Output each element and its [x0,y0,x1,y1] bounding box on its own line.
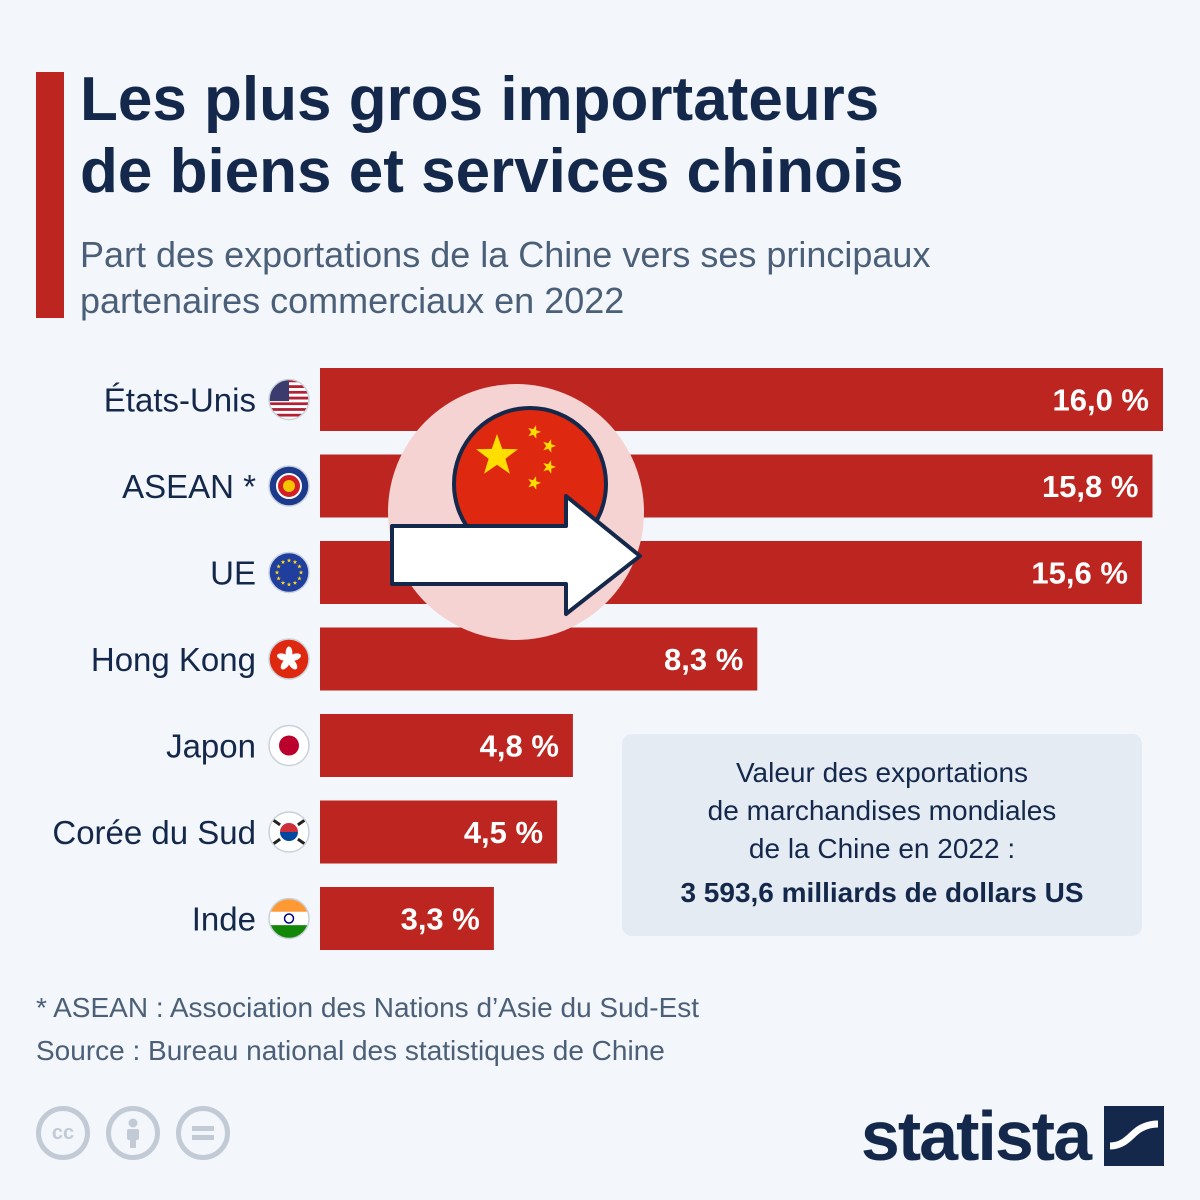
logo-text: statista [860,1097,1092,1175]
hong-kong-flag-icon [268,638,310,680]
india-flag-icon [268,897,310,940]
category-label: États-Unis [104,382,256,419]
value-label: 16,0 % [1052,383,1149,418]
category-label: Japon [166,728,256,765]
category-label: UE [210,555,256,592]
china-export-illustration [388,384,644,640]
statista-logo[interactable]: statista [861,1098,1164,1174]
category-label: Corée du Sud [52,814,256,851]
info-line-3: de la Chine en 2022 : [748,833,1016,864]
bar [320,800,558,864]
bar-chart: États-Unis 16,0 % ASEAN * 15,8 % UE 15,6 % Hon… [52,368,1163,950]
statista-logo-icon [1104,1106,1164,1166]
us-flag-icon [268,378,310,421]
value-label: 15,8 % [1042,469,1139,504]
bar [320,627,758,691]
asean-flag-icon [268,465,310,507]
bar [320,887,494,950]
title-line-2: de biens et services chinois [80,137,904,206]
bar [320,714,573,777]
subtitle-line-2: partenaires commerciaux en 2022 [80,280,625,321]
cc-icon[interactable]: cc [36,1106,90,1160]
equals-icon [192,1126,214,1140]
subtitle-line-1: Part des exportations de la Chine vers s… [80,234,931,275]
info-line-2: de marchandises mondiales [707,795,1057,826]
value-label: 8,3 % [664,642,743,677]
title-line-1: Les plus gros importateurs [80,65,880,134]
attribution-icon[interactable] [106,1106,160,1160]
value-label: 3,3 % [401,902,480,937]
category-label: Hong Kong [91,641,256,678]
value-label: 4,8 % [480,729,559,764]
category-label: ASEAN * [122,468,256,505]
category-label: Inde [192,901,256,938]
china-flag-small-star-icon [543,460,556,474]
title-accent-bar [36,72,64,318]
china-flag-small-star-icon [528,476,541,490]
export-total-value: 3 593,6 milliards de dollars US [680,877,1084,908]
page-subtitle: Part des exportations de la Chine vers s… [80,232,1140,324]
license-icons: cc [36,1106,230,1160]
japan-flag-icon [268,724,310,767]
no-derivatives-icon[interactable] [176,1106,230,1160]
person-icon [127,1118,139,1148]
value-label: 4,5 % [464,815,543,850]
asean-footnote: * ASEAN : Association des Nations d’Asie… [36,992,700,1023]
source-note: Source : Bureau national des statistique… [36,1035,665,1066]
china-flag-big-star-icon [476,434,518,474]
china-flag-small-star-icon [543,439,556,453]
info-line-1: Valeur des exportations [735,757,1029,788]
south-korea-flag-icon [268,811,310,853]
value-label: 15,6 % [1031,556,1128,591]
export-value-box: Valeur des exportations de marchandises … [622,734,1142,936]
china-flag-small-star-icon [528,425,541,439]
page-title: Les plus gros importateurs de biens et s… [80,64,1180,208]
eu-flag-icon [268,551,310,594]
export-arrow-icon [390,494,642,616]
